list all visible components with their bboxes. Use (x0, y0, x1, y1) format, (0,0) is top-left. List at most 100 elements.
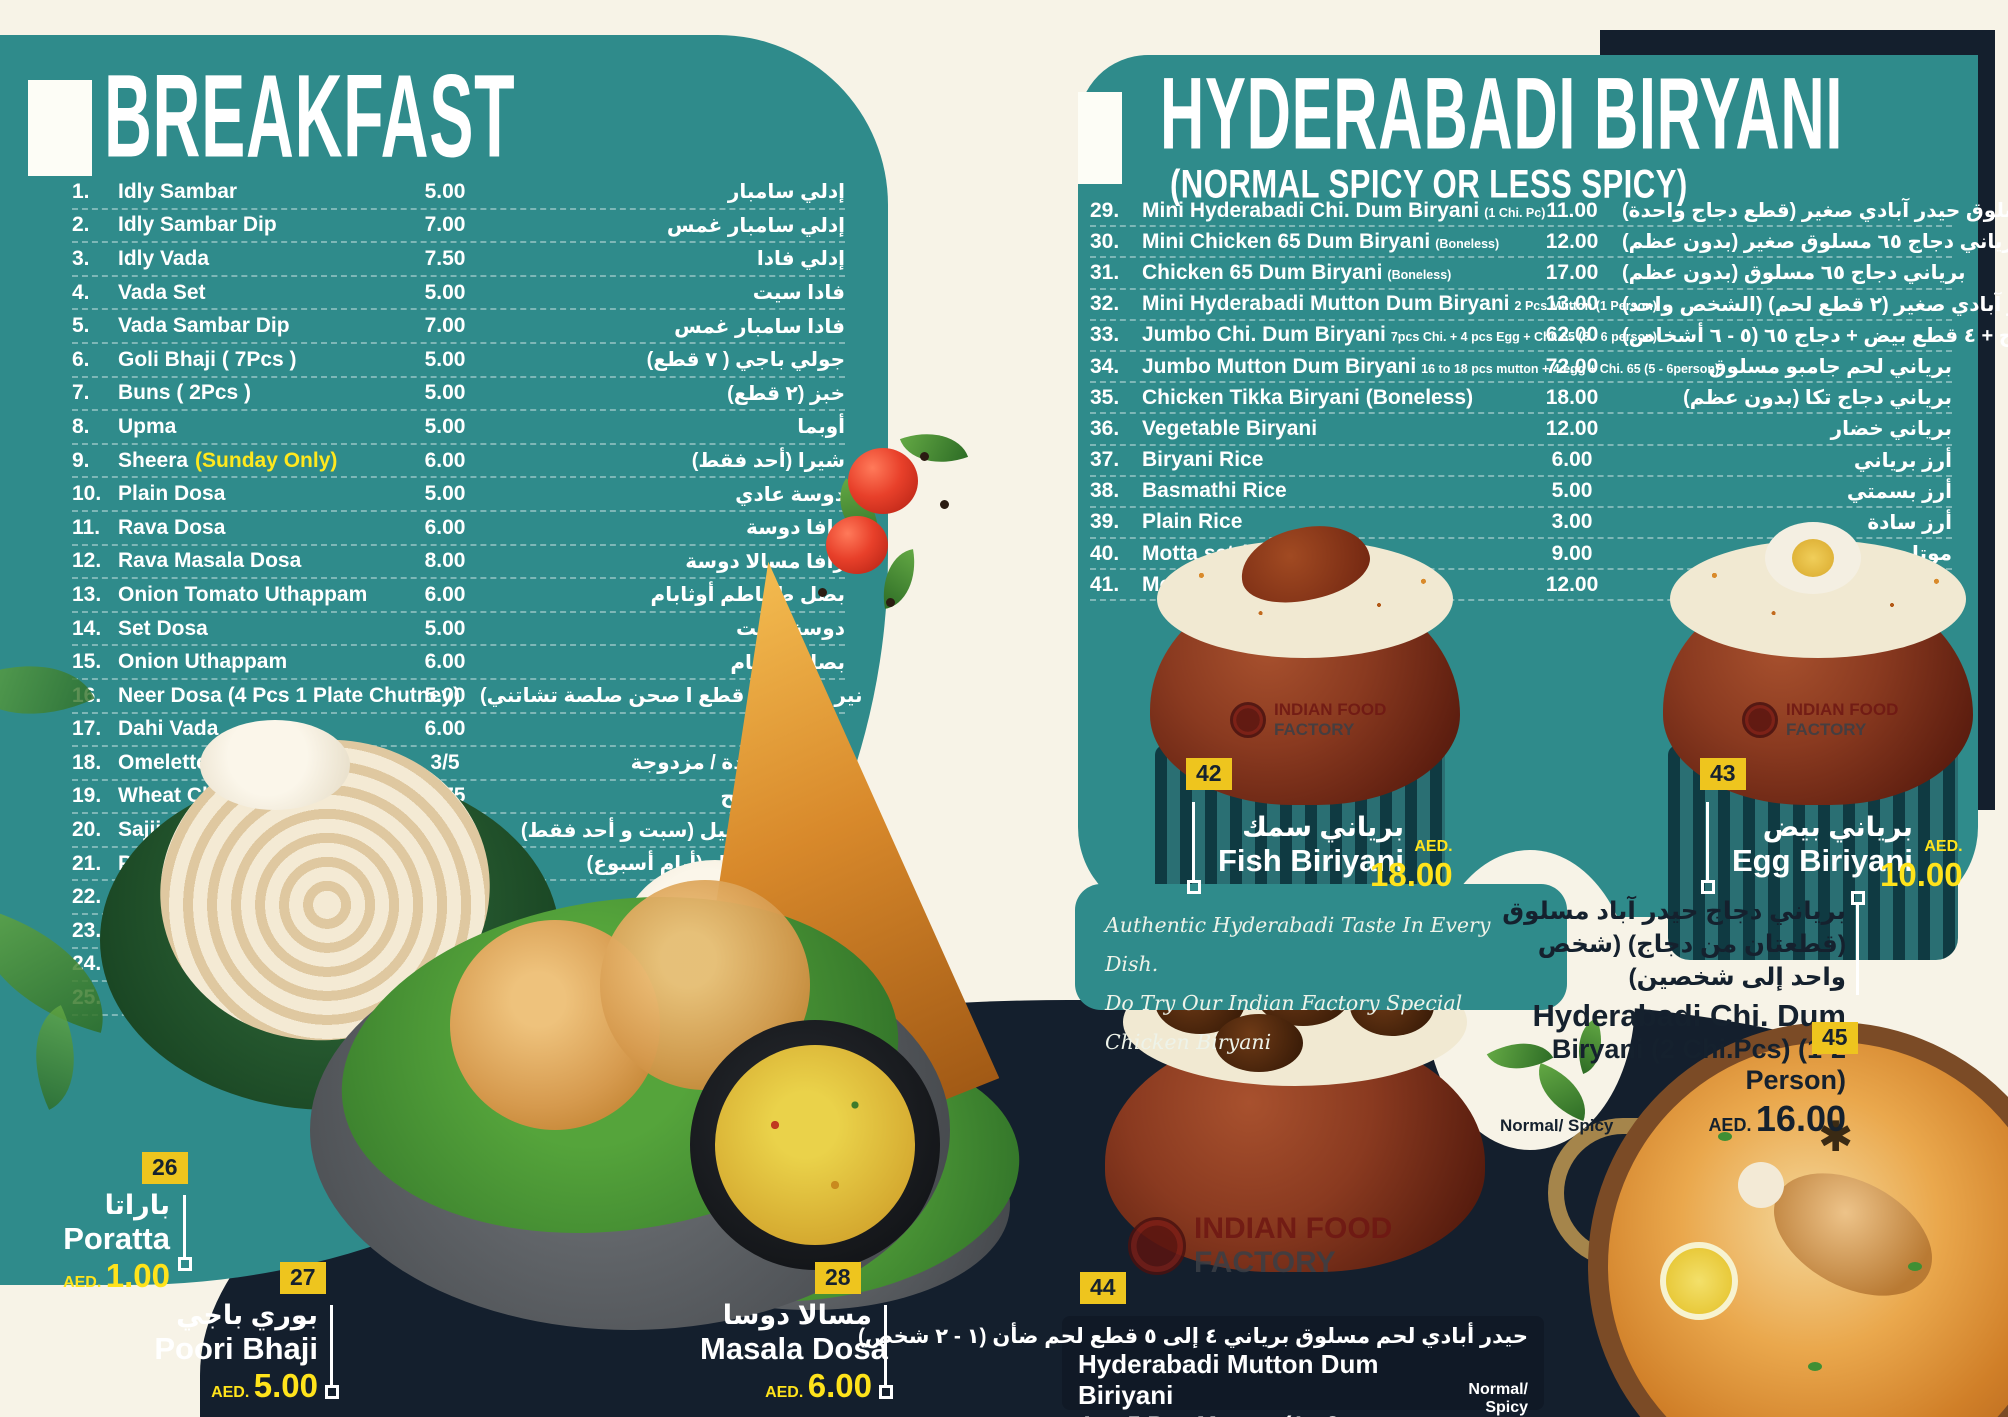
egg-biriyani-callout: برياني بيض Egg Biriyani (1732, 812, 1913, 879)
item-price: 7.00 (424, 314, 466, 338)
item-price: 6.00 (1551, 448, 1593, 472)
item-price: 3.00 (1551, 510, 1593, 534)
menu-row: 4. Vada Set 5.00 فادا سيت (72, 277, 845, 311)
item-name: Onion Tomato Uthappam (118, 582, 368, 606)
watermark-line2: FACTORY (1274, 720, 1355, 739)
currency-label: AED. (1708, 1115, 1752, 1136)
item-name: Chicken 65 Dum Biryani (1142, 260, 1383, 284)
item-number: 1. (72, 179, 90, 203)
mutton-special-box: حيدر أبادي لحم مسلوق برياني ٤ إلى ٥ قطع … (858, 1316, 1544, 1417)
item-45-badge: 45 (1812, 1022, 1858, 1054)
item-number: 8. (72, 414, 90, 438)
item-name-arabic: جولي باجي ( ٧ قطع) (646, 349, 845, 372)
spice-note: Normal/ Spicy (1468, 1381, 1528, 1417)
watermark-line1: INDIAN FOOD (1274, 700, 1387, 719)
item-number: 4. (72, 280, 90, 304)
callout-english: Masala Dosa (700, 1331, 888, 1366)
item-name: Vada Set (118, 280, 206, 304)
menu-row: 7. Buns ( 2Pcs ) 5.00 خبز (٢ قطع) (72, 378, 845, 412)
price-value: 5.00 (253, 1367, 318, 1404)
menu-row: 34. Jumbo Mutton Dum Biryani 16 to 18 pcs… (1090, 352, 1952, 384)
item-price: 7.00 (424, 213, 466, 237)
item-price: 12.00 (1545, 229, 1599, 253)
currency-label: AED. (1414, 838, 1453, 855)
item-number: 6. (72, 347, 90, 371)
item-note: (Sunday Only) (195, 448, 338, 472)
item-number: 38. (1090, 479, 1120, 503)
item-number: 5. (72, 314, 90, 338)
item-price: 3/5 (430, 750, 460, 774)
menu-row: 9. Sheera (Sunday Only) 6.00 شيرا (أحد فق… (72, 445, 845, 479)
item-number: 12. (72, 549, 102, 573)
brand-watermark: INDIAN FOOD FACTORY (1128, 1212, 1392, 1280)
menu-row: 17. Dahi Vada 6.00 داهي فادا (72, 714, 845, 748)
item-43-marker-line (1701, 802, 1715, 894)
item-number: 33. (1090, 323, 1120, 347)
item-name-arabic: أرز سادة (1867, 511, 1952, 534)
item-name: Plain Rice (1142, 510, 1243, 534)
item-name-arabic: برياني دجاج ٦٥ مسلوق صغير (بدون عظم) (1622, 231, 2008, 254)
menu-row: 29. Mini Hyderabadi Chi. Dum Biryani (1 C… (1090, 196, 2008, 228)
item-price: 62.00 (1545, 323, 1599, 347)
item-name-arabic: دوسة عادي (735, 483, 845, 506)
item-name: Idly Vada (118, 246, 210, 270)
fish-biriyani-price: AED. 18.00 (1370, 838, 1453, 894)
item-45-marker-line (1851, 891, 1865, 995)
item-name: Vegetable Biryani (1142, 416, 1318, 440)
poratta-callout: باراتا Poratta AED. 1.00 (20, 1190, 170, 1295)
item-number: 3. (72, 246, 90, 270)
brand-logo-icon (1128, 1217, 1186, 1275)
item-price: 6.00 (424, 650, 466, 674)
item-name: Dahi Vada (118, 717, 219, 741)
item-price: 7.50 (424, 246, 466, 270)
menu-row: 14. Set Dosa 5.00 دوسة سيت (72, 613, 845, 647)
item-name-arabic: رافا دوسة (745, 517, 845, 540)
currency-label: AED. (765, 1384, 804, 1401)
item-price: 5.00 (424, 347, 466, 371)
item-name-arabic: أوبما (797, 416, 845, 439)
item-number: 31. (1090, 260, 1120, 284)
item-name: Rava Masala Dosa (118, 549, 302, 573)
currency-label: AED. (211, 1384, 250, 1401)
currency-label: AED. (1924, 838, 1963, 855)
chicken-special-box: برياني دجاج حيدر آباد مسلوق (قطعتان من د… (1500, 895, 1846, 1140)
item-price: 6.00 (424, 582, 466, 606)
watermark-line2: FACTORY (1786, 720, 1867, 739)
item-name: Rava Dosa (118, 515, 226, 539)
item-number: 23. (72, 918, 102, 942)
item-name-arabic: خبز (٢ قطع) (727, 382, 845, 405)
item-number: 35. (1090, 385, 1120, 409)
special-english-line2: 4 to 5 Pcs Mutton (1 - 2 Person) (1078, 1411, 1425, 1417)
price-value: 16.00 (1755, 1098, 1846, 1140)
item-name: Plain Dosa (118, 482, 226, 506)
price-value: 1.00 (105, 1257, 170, 1294)
price-value: 10.00 (1880, 856, 1963, 893)
item-name: Idly Sambar Dip (118, 213, 277, 237)
item-number: 15. (72, 650, 102, 674)
item-number: 18. (72, 750, 102, 774)
title-notch-right (1078, 92, 1122, 184)
special-english-line1: Hyderabadi Mutton Dum Biriyani (1078, 1349, 1379, 1411)
fish-biriyani-callout: برياني سمك Fish Biriyani (1218, 812, 1404, 879)
item-name-arabic: إدلي فادا (756, 248, 845, 271)
menu-row: 6. Goli Bhaji ( 7Pcs ) 5.00 جولي باجي ( … (72, 344, 845, 378)
item-price: 12.00 (1545, 416, 1599, 440)
item-42-badge: 42 (1186, 758, 1232, 790)
item-name-arabic: برياني دجاج تكا (بدون عظم) (1683, 387, 1952, 410)
item-price: 5.00 (424, 683, 466, 707)
item-price: 5.00 (424, 414, 466, 438)
item-price: 5.00 (424, 179, 466, 203)
menu-row: 1. Idly Sambar 5.00 إدلي سامبار (72, 176, 845, 210)
item-name: Sheera (118, 448, 189, 472)
breakfast-title: BREAKFAST (104, 51, 516, 183)
item-price: 6.00 (424, 717, 466, 741)
item-price: 9.00 (1551, 541, 1593, 565)
item-name: Vada Sambar Dip (118, 314, 290, 338)
item-number: 34. (1090, 354, 1120, 378)
item-name: Mini Chicken 65 Dum Biryani (1142, 229, 1431, 253)
item-number: 39. (1090, 510, 1120, 534)
item-number: 2. (72, 213, 90, 237)
item-name: Neer Dosa (4 Pcs 1 Plate Chutney) (118, 683, 460, 707)
item-28-badge: 28 (815, 1262, 861, 1294)
special-arabic: برياني دجاج حيدر آباد مسلوق (قطعتان من د… (1502, 898, 1846, 992)
